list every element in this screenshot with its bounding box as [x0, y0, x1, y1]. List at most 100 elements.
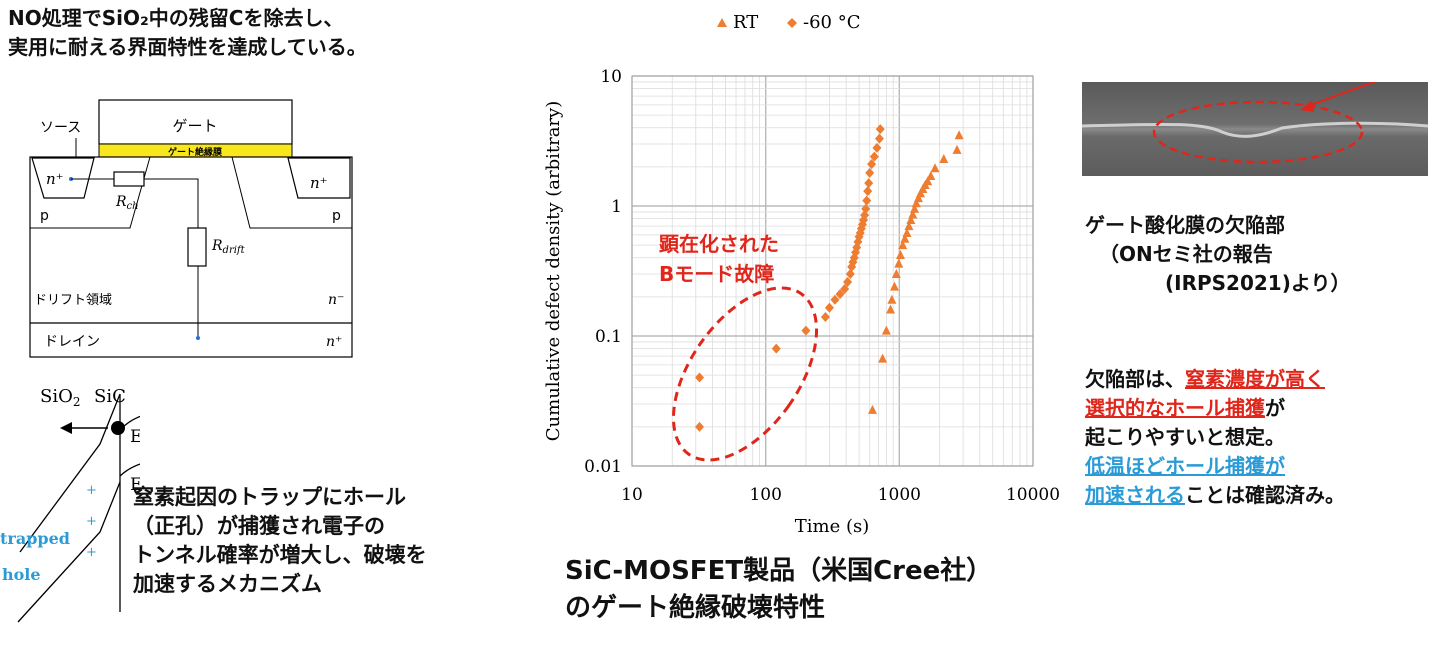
plot-frame	[631, 75, 1034, 467]
y-tick-label: 0.01	[584, 457, 622, 477]
legend-marker-60c	[787, 18, 797, 28]
mosfet-cross-section-diagram: ゲート ゲート絶縁膜 ソース n⁺ n⁺ p p Rch Rdrift ドリフト…	[29, 99, 353, 358]
point-rt	[923, 176, 933, 186]
sem-overlay	[1082, 82, 1428, 164]
legend-marker-rt	[717, 18, 727, 27]
defect-note-2a: 選択的なホール捕獲	[1085, 396, 1265, 420]
hole-label: hole	[2, 565, 41, 584]
drain-label: ドレイン	[44, 334, 100, 350]
point-rt	[913, 193, 923, 203]
chart-caption-line-1: SiC-MOSFET製品（米国Cree社）	[565, 556, 993, 586]
point-rt	[898, 240, 908, 250]
mechanism-line-1: 窒素起因のトラップにホール	[133, 485, 406, 509]
x-tick-labels: 10 100 1000 10000	[621, 485, 1060, 505]
y-axis-label: Cumulative defect density (arbitrary)	[543, 101, 564, 441]
ev-label: EV	[130, 475, 140, 497]
sem-caption-line-2: （ONセミ社の報告	[1099, 242, 1273, 266]
point-rt	[910, 203, 920, 213]
point-rt	[878, 353, 888, 363]
r-ch-label: Rch	[115, 194, 139, 212]
annotation-line-2: Bモード故障	[659, 262, 774, 286]
point-rt	[886, 304, 896, 314]
point-rt	[954, 130, 964, 140]
point-minus60c	[845, 268, 855, 279]
point-minus60c	[872, 142, 882, 153]
legend-label-rt: RT	[733, 12, 758, 33]
point-rt	[894, 258, 904, 268]
point-rt	[889, 281, 899, 291]
plus-2: +	[86, 514, 97, 529]
sic-label: SiC	[94, 386, 126, 407]
y-tick-labels: 10 1 0.1 0.01	[584, 67, 622, 477]
point-rt	[952, 144, 962, 154]
point-minus60c	[862, 195, 872, 206]
point-minus60c	[874, 133, 884, 144]
point-rt	[868, 404, 878, 414]
point-rt	[881, 325, 891, 335]
r-ch-resistor	[113, 171, 145, 187]
data-points	[695, 124, 964, 432]
sem-caption-line-1: ゲート酸化膜の欠陥部	[1085, 213, 1285, 237]
defect-note-4: 低温ほどホール捕獲が	[1085, 454, 1285, 478]
n-plus-right-label: n⁺	[310, 174, 328, 192]
y-tick-label: 1	[611, 197, 622, 217]
defect-ellipse	[1152, 100, 1364, 164]
point-rt	[887, 294, 897, 304]
x-tick-label: 1000	[878, 485, 921, 505]
breakdown-chart: 10 1 0.1 0.01 10 100 1000 10000 Time (s) Cumul…	[543, 12, 1060, 537]
trapped-hole-dot	[111, 421, 125, 435]
annotation-line-1: 顕在化された	[659, 232, 779, 256]
y-tick-label: 10	[600, 67, 622, 87]
defect-note-1b: 窒素濃度が高く	[1185, 367, 1325, 391]
point-minus60c	[851, 247, 861, 258]
y-tick-label: 0.1	[595, 327, 622, 347]
point-minus60c	[695, 421, 705, 432]
legend: RT -60 °C	[717, 12, 860, 33]
point-minus60c	[863, 186, 873, 197]
mechanism-line-4: 加速するメカニズム	[133, 572, 322, 596]
point-minus60c	[864, 178, 874, 189]
point-minus60c	[835, 289, 845, 300]
gate-insulator-label: ゲート絶縁膜	[168, 146, 223, 158]
gate-label: ゲート	[172, 117, 217, 135]
point-rt	[908, 209, 918, 219]
defect-note-5b: ことは確認済み。	[1185, 483, 1345, 507]
point-rt	[911, 198, 921, 208]
defect-note-2b: が	[1265, 396, 1285, 420]
r-drift-resistor	[187, 227, 207, 267]
drift-region-label: ドリフト領域	[34, 292, 112, 308]
defect-note: 欠陥部は、窒素濃度が高く 選択的なホール捕獲が 起こりやすいと想定。 低温ほどホ…	[1085, 365, 1345, 510]
heading: NO処理でSiO₂中の残留Cを除去し、 実用に耐える界面特性を達成している。	[8, 4, 367, 62]
defect-pointer	[1307, 82, 1377, 107]
x-tick-label: 10	[621, 485, 643, 505]
r-drift-label: Rdrift	[211, 238, 246, 256]
p-right-label: p	[332, 208, 341, 224]
heading-line-1: NO処理でSiO₂中の残留Cを除去し、	[8, 6, 344, 30]
x-axis-label: Time (s)	[795, 516, 870, 537]
point-rt	[904, 221, 914, 231]
chart-caption: SiC-MOSFET製品（米国Cree社） のゲート絶縁破壊特性	[565, 553, 992, 627]
sio2-label: SiO2	[40, 386, 81, 409]
point-minus60c	[820, 312, 830, 323]
tunnel-arrow-icon	[60, 422, 72, 434]
point-minus60c	[801, 325, 811, 336]
defect-note-5a: 加速される	[1085, 483, 1185, 507]
x-tick-label: 100	[749, 485, 781, 505]
band-diagram: SiO2 SiC EC EV + + + trapped hole	[0, 386, 140, 623]
point-minus60c	[830, 294, 840, 305]
mechanism-text: 窒素起因のトラップにホール （正孔）が捕獲され電子の トンネル確率が増大し、破壊…	[133, 483, 427, 599]
point-minus60c	[867, 159, 877, 170]
point-minus60c	[860, 210, 870, 221]
point-rt	[930, 163, 940, 173]
point-minus60c	[875, 124, 885, 135]
point-rt	[900, 233, 910, 243]
p-left-label: p	[40, 208, 49, 224]
chart-caption-line-2: のゲート絶縁破壊特性	[565, 593, 826, 623]
point-minus60c	[840, 283, 850, 294]
sem-caption-line-3: (IRPS2021)より）	[1165, 271, 1351, 295]
mechanism-line-3: トンネル確率が増大し、破壊を	[133, 543, 427, 567]
point-minus60c	[855, 227, 865, 238]
point-minus60c	[869, 151, 879, 162]
point-rt	[895, 249, 905, 259]
point-rt	[926, 171, 936, 181]
